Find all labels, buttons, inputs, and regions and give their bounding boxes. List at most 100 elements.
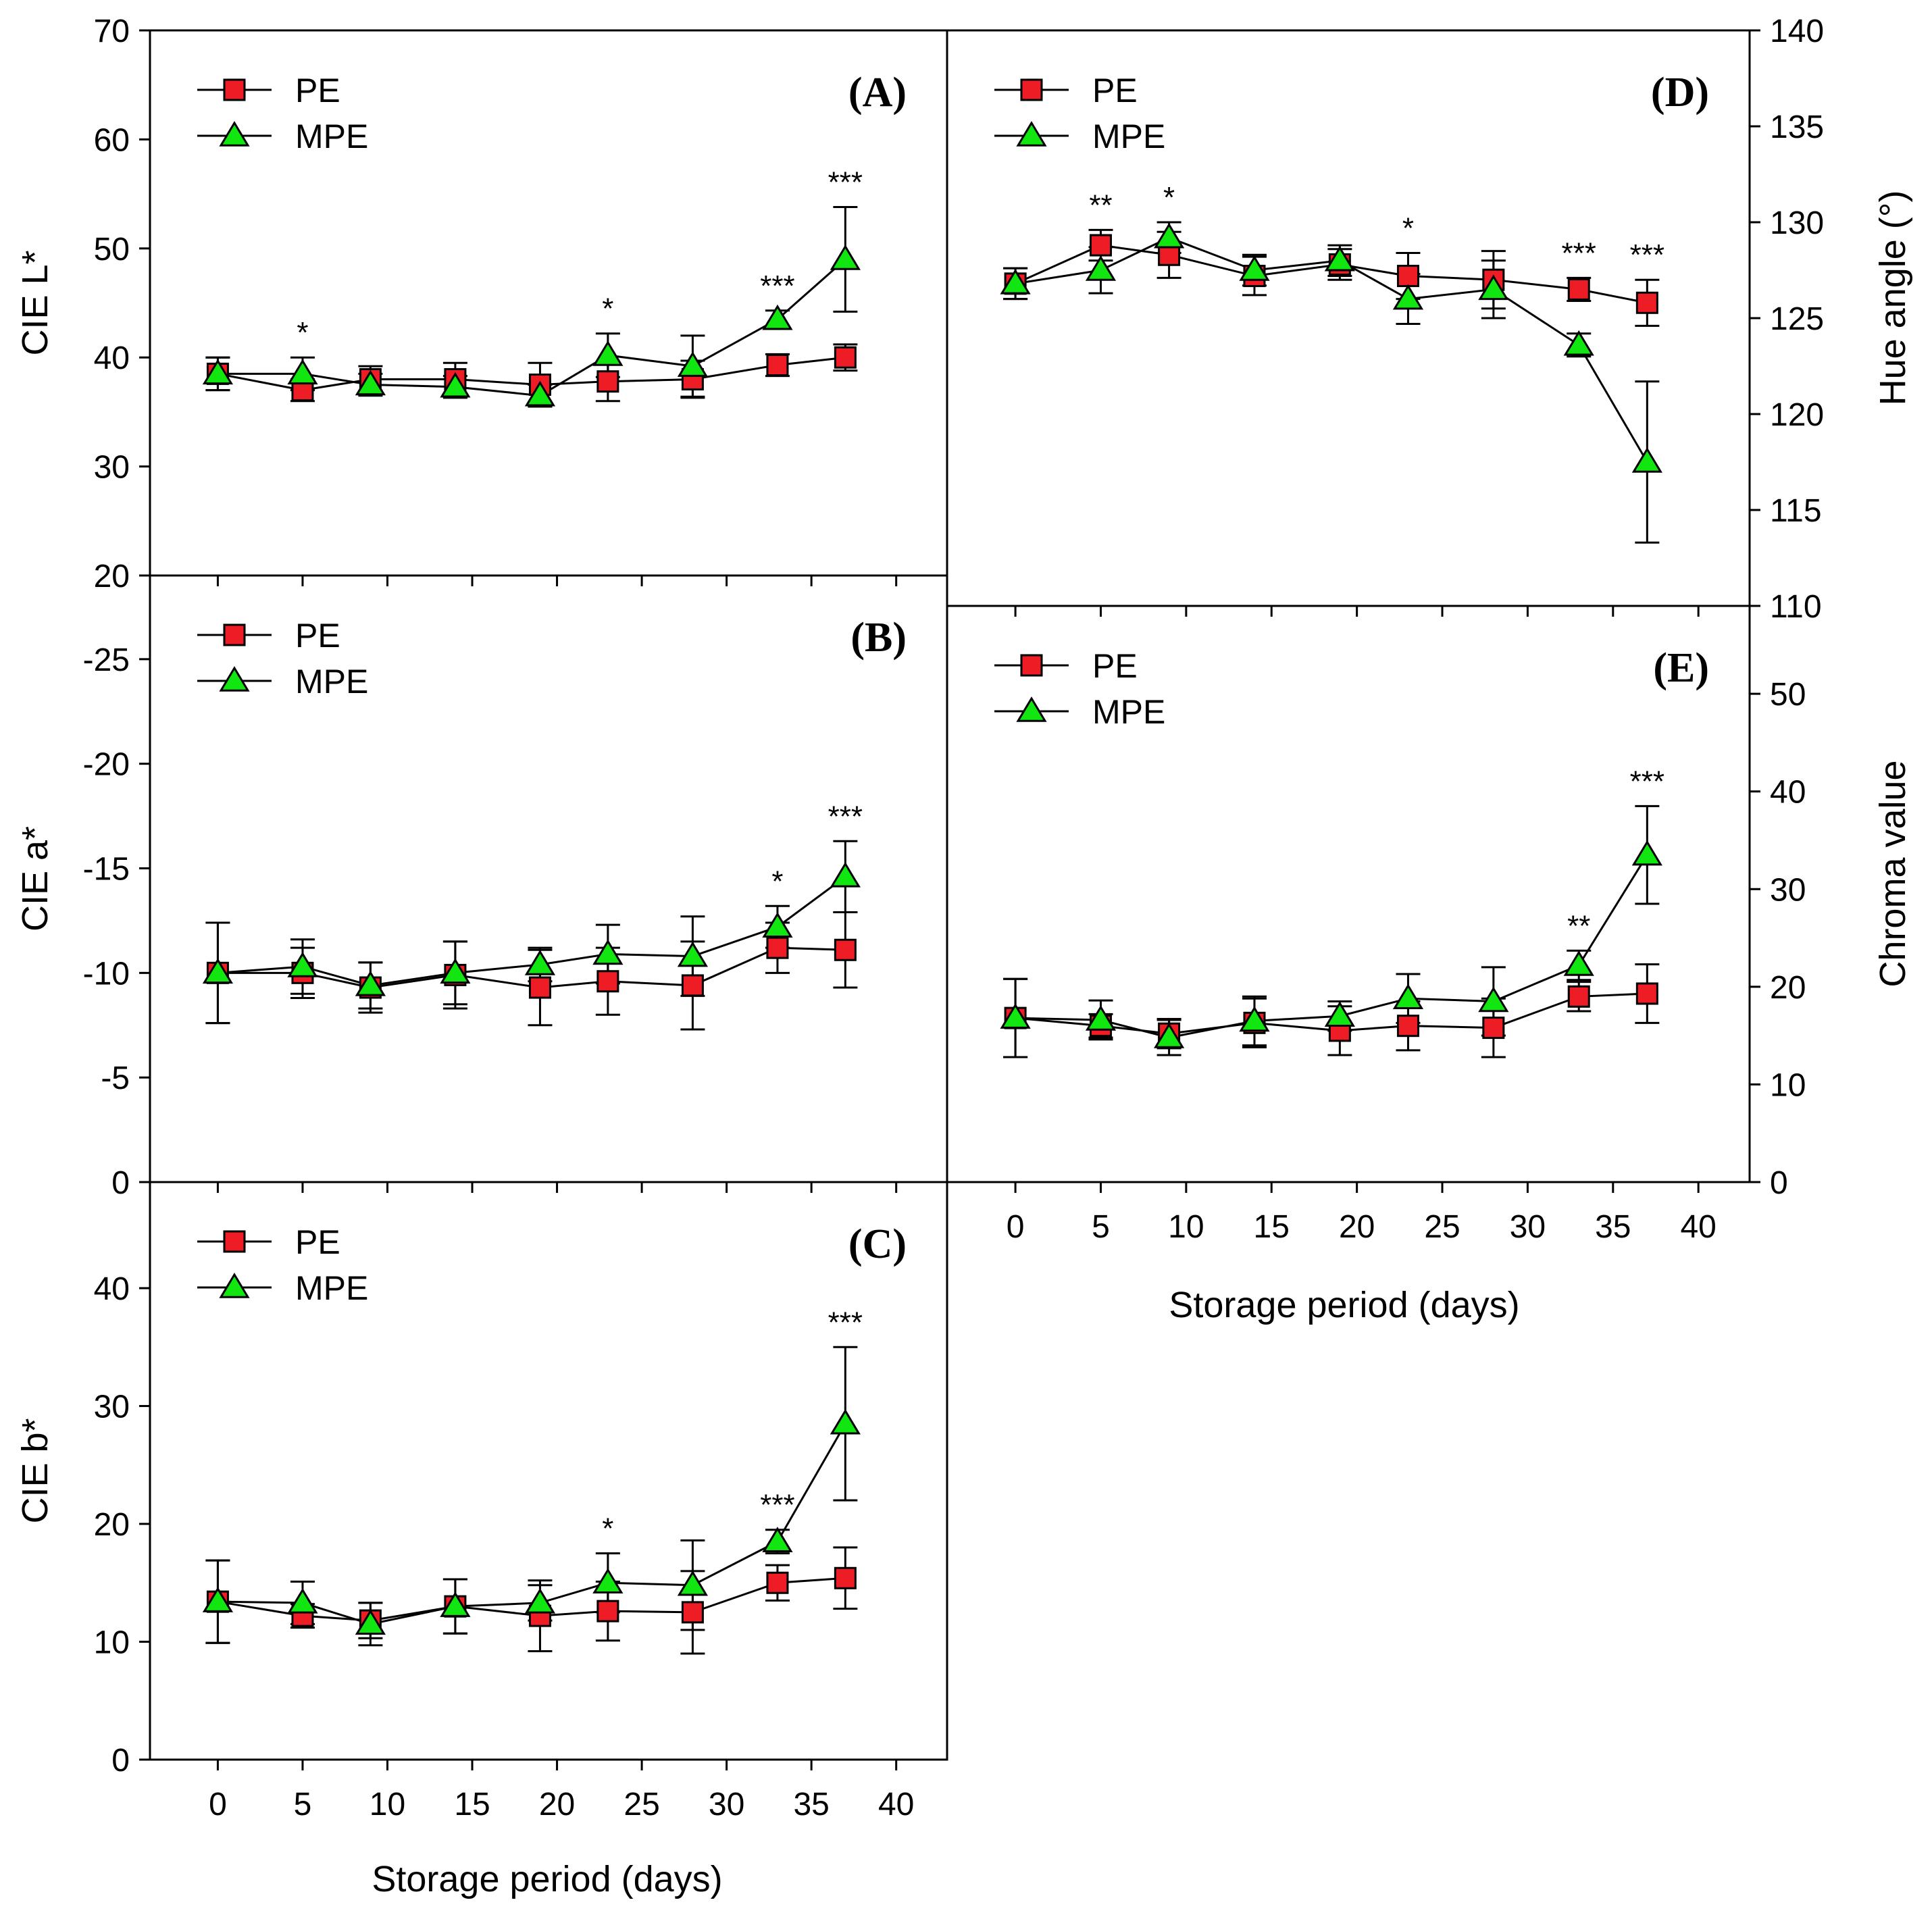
panel-c-xtick-label: 15 [454, 1787, 490, 1822]
panel-d-ytick-label: 130 [1770, 205, 1824, 241]
panel-d-ytick-label: 120 [1770, 397, 1824, 433]
panel-d-ytick-label: 125 [1770, 301, 1824, 337]
panel-d-legend-marker-mpe [1016, 121, 1047, 147]
panel-b-ytick-label: -5 [101, 1060, 130, 1096]
panel-d-mpe-point [1000, 268, 1031, 295]
panel-b-ytick-label: -25 [83, 642, 130, 678]
panel-e-y-axis-title: Chroma value [1873, 760, 1913, 987]
panel-c-mpe-point [440, 1591, 471, 1617]
panel-e-xtick-label: 5 [1092, 1209, 1110, 1245]
panel-b-ytick-label: -15 [83, 852, 130, 888]
panel-b-legend-label-mpe: MPE [295, 663, 368, 700]
panel-e-mpe-point [1478, 986, 1509, 1013]
panel-a-y-axis-title: CIE L* [15, 250, 55, 355]
panel-e-xtick-label: 10 [1168, 1209, 1204, 1245]
panel-c-significance-marker: *** [760, 1489, 794, 1522]
panel-b-mpe-point [202, 958, 234, 984]
panel-c-ytick-label: 10 [94, 1625, 130, 1661]
panel-a-legend-label-mpe: MPE [295, 118, 368, 155]
panel-b-mpe-point [287, 952, 318, 977]
panel-e-ytick-label: 30 [1770, 872, 1806, 908]
panel-d-ytick-label: 140 [1770, 14, 1824, 49]
panel-a-mpe-point [287, 359, 318, 385]
panel-b-mpe-point [355, 971, 386, 996]
panel-d-mpe-point [1392, 284, 1424, 310]
panel-a-frame [149, 29, 948, 577]
panel-e-legend-label-mpe: MPE [1092, 693, 1165, 731]
panel-c-pe-point [834, 1566, 857, 1589]
panel-e-mpe-point [1324, 1001, 1355, 1027]
panel-e-pe-point [1396, 1015, 1419, 1038]
panel-c-mpe-point [592, 1568, 624, 1594]
panel-c-frame [149, 1181, 948, 1761]
panel-c-xtick-label: 5 [294, 1787, 312, 1822]
panel-e-mpe-point [1563, 950, 1594, 976]
panel-a-ytick-label: 50 [94, 232, 130, 267]
panel-d-pe-point [1089, 234, 1112, 257]
panel-a-label: (A) [848, 70, 907, 116]
panel-d-ytick-label: 115 [1770, 493, 1822, 529]
panel-c-xtick-label: 30 [709, 1787, 744, 1822]
panel-e-ytick-label: 20 [1770, 970, 1806, 1006]
panel-d-pe-point [1635, 291, 1658, 314]
panel-c-legend-marker-mpe [219, 1273, 250, 1298]
panel-e-significance-marker: ** [1567, 909, 1590, 942]
panel-b-pe-point [528, 976, 551, 999]
panel-b-pe-point [681, 974, 704, 997]
panel-e-mpe-point [1153, 1023, 1185, 1048]
panel-b-pe-point [766, 936, 789, 959]
panel-e-xtick-label: 35 [1595, 1209, 1631, 1245]
panel-d-mpe-point [1085, 255, 1117, 281]
panel-d-ytick-label: 110 [1770, 589, 1822, 625]
panel-d-pe-point [1396, 265, 1419, 288]
panel-c-xtick-label: 35 [793, 1787, 829, 1822]
text-layer: Storage period (days) Storage period (da… [15, 14, 1913, 1899]
panel-b-significance-marker: *** [828, 800, 863, 833]
panel-c-legend-label-pe: PE [295, 1223, 340, 1261]
panel-d-legend-label-pe: PE [1092, 72, 1138, 109]
panel-c-pe-point [766, 1571, 789, 1594]
panel-b-y-axis-title: CIE a* [15, 826, 55, 931]
frames-layer [139, 29, 1760, 1770]
panel-b-mpe-point [592, 939, 624, 965]
panel-b-ytick-label: -20 [83, 747, 130, 783]
panel-d-ytick-label: 135 [1770, 109, 1824, 145]
panel-c-xtick-label: 25 [624, 1787, 659, 1822]
panel-c-mpe-line [218, 1423, 846, 1625]
panel-d-significance-marker: ** [1089, 188, 1112, 222]
panel-a-ytick-label: 40 [94, 340, 130, 376]
panel-b-mpe-point [830, 861, 861, 888]
panel-a-pe-point [766, 353, 789, 376]
panel-e-mpe-line [1015, 854, 1648, 1039]
panel-e-xtick-label: 40 [1680, 1209, 1716, 1245]
x-axis-title-right: Storage period (days) [1169, 1285, 1519, 1325]
panel-d-significance-marker: * [1402, 211, 1414, 245]
panel-a-pe-point [596, 370, 619, 393]
panel-e-xtick-label: 0 [1007, 1209, 1025, 1245]
panel-d-mpe-point [1153, 222, 1185, 249]
panel-b-legend-marker-pe [223, 623, 246, 646]
panel-d-mpe-point [1631, 447, 1662, 473]
panel-c-mpe-point [677, 1570, 709, 1596]
panel-d-significance-marker: *** [1630, 238, 1664, 272]
panel-e-legend-marker-mpe [1016, 696, 1047, 722]
panel-d-frame [946, 29, 1751, 607]
panel-c-mpe-point [524, 1588, 556, 1614]
panel-c-legend-marker-pe [223, 1230, 246, 1253]
panel-c-xtick-label: 0 [209, 1787, 227, 1822]
panel-b-ytick-label: 0 [111, 1165, 130, 1201]
panel-e-mpe-point [1000, 1003, 1031, 1029]
panel-c-pe-point [596, 1600, 619, 1622]
panel-a-significance-marker: * [602, 292, 613, 326]
panel-c-ytick-label: 40 [94, 1271, 130, 1307]
panel-e-frame [946, 605, 1751, 1183]
panel-c-significance-marker: *** [828, 1306, 863, 1339]
data-layer [202, 205, 1662, 1655]
panel-e-xtick-label: 15 [1254, 1209, 1290, 1245]
panel-b-label: (B) [850, 615, 907, 661]
panel-d-significance-marker: *** [1562, 236, 1596, 270]
panel-a-ytick-label: 60 [94, 122, 130, 158]
panel-a-legend-label-pe: PE [295, 72, 340, 109]
panel-b-ytick-label: -10 [83, 956, 130, 992]
